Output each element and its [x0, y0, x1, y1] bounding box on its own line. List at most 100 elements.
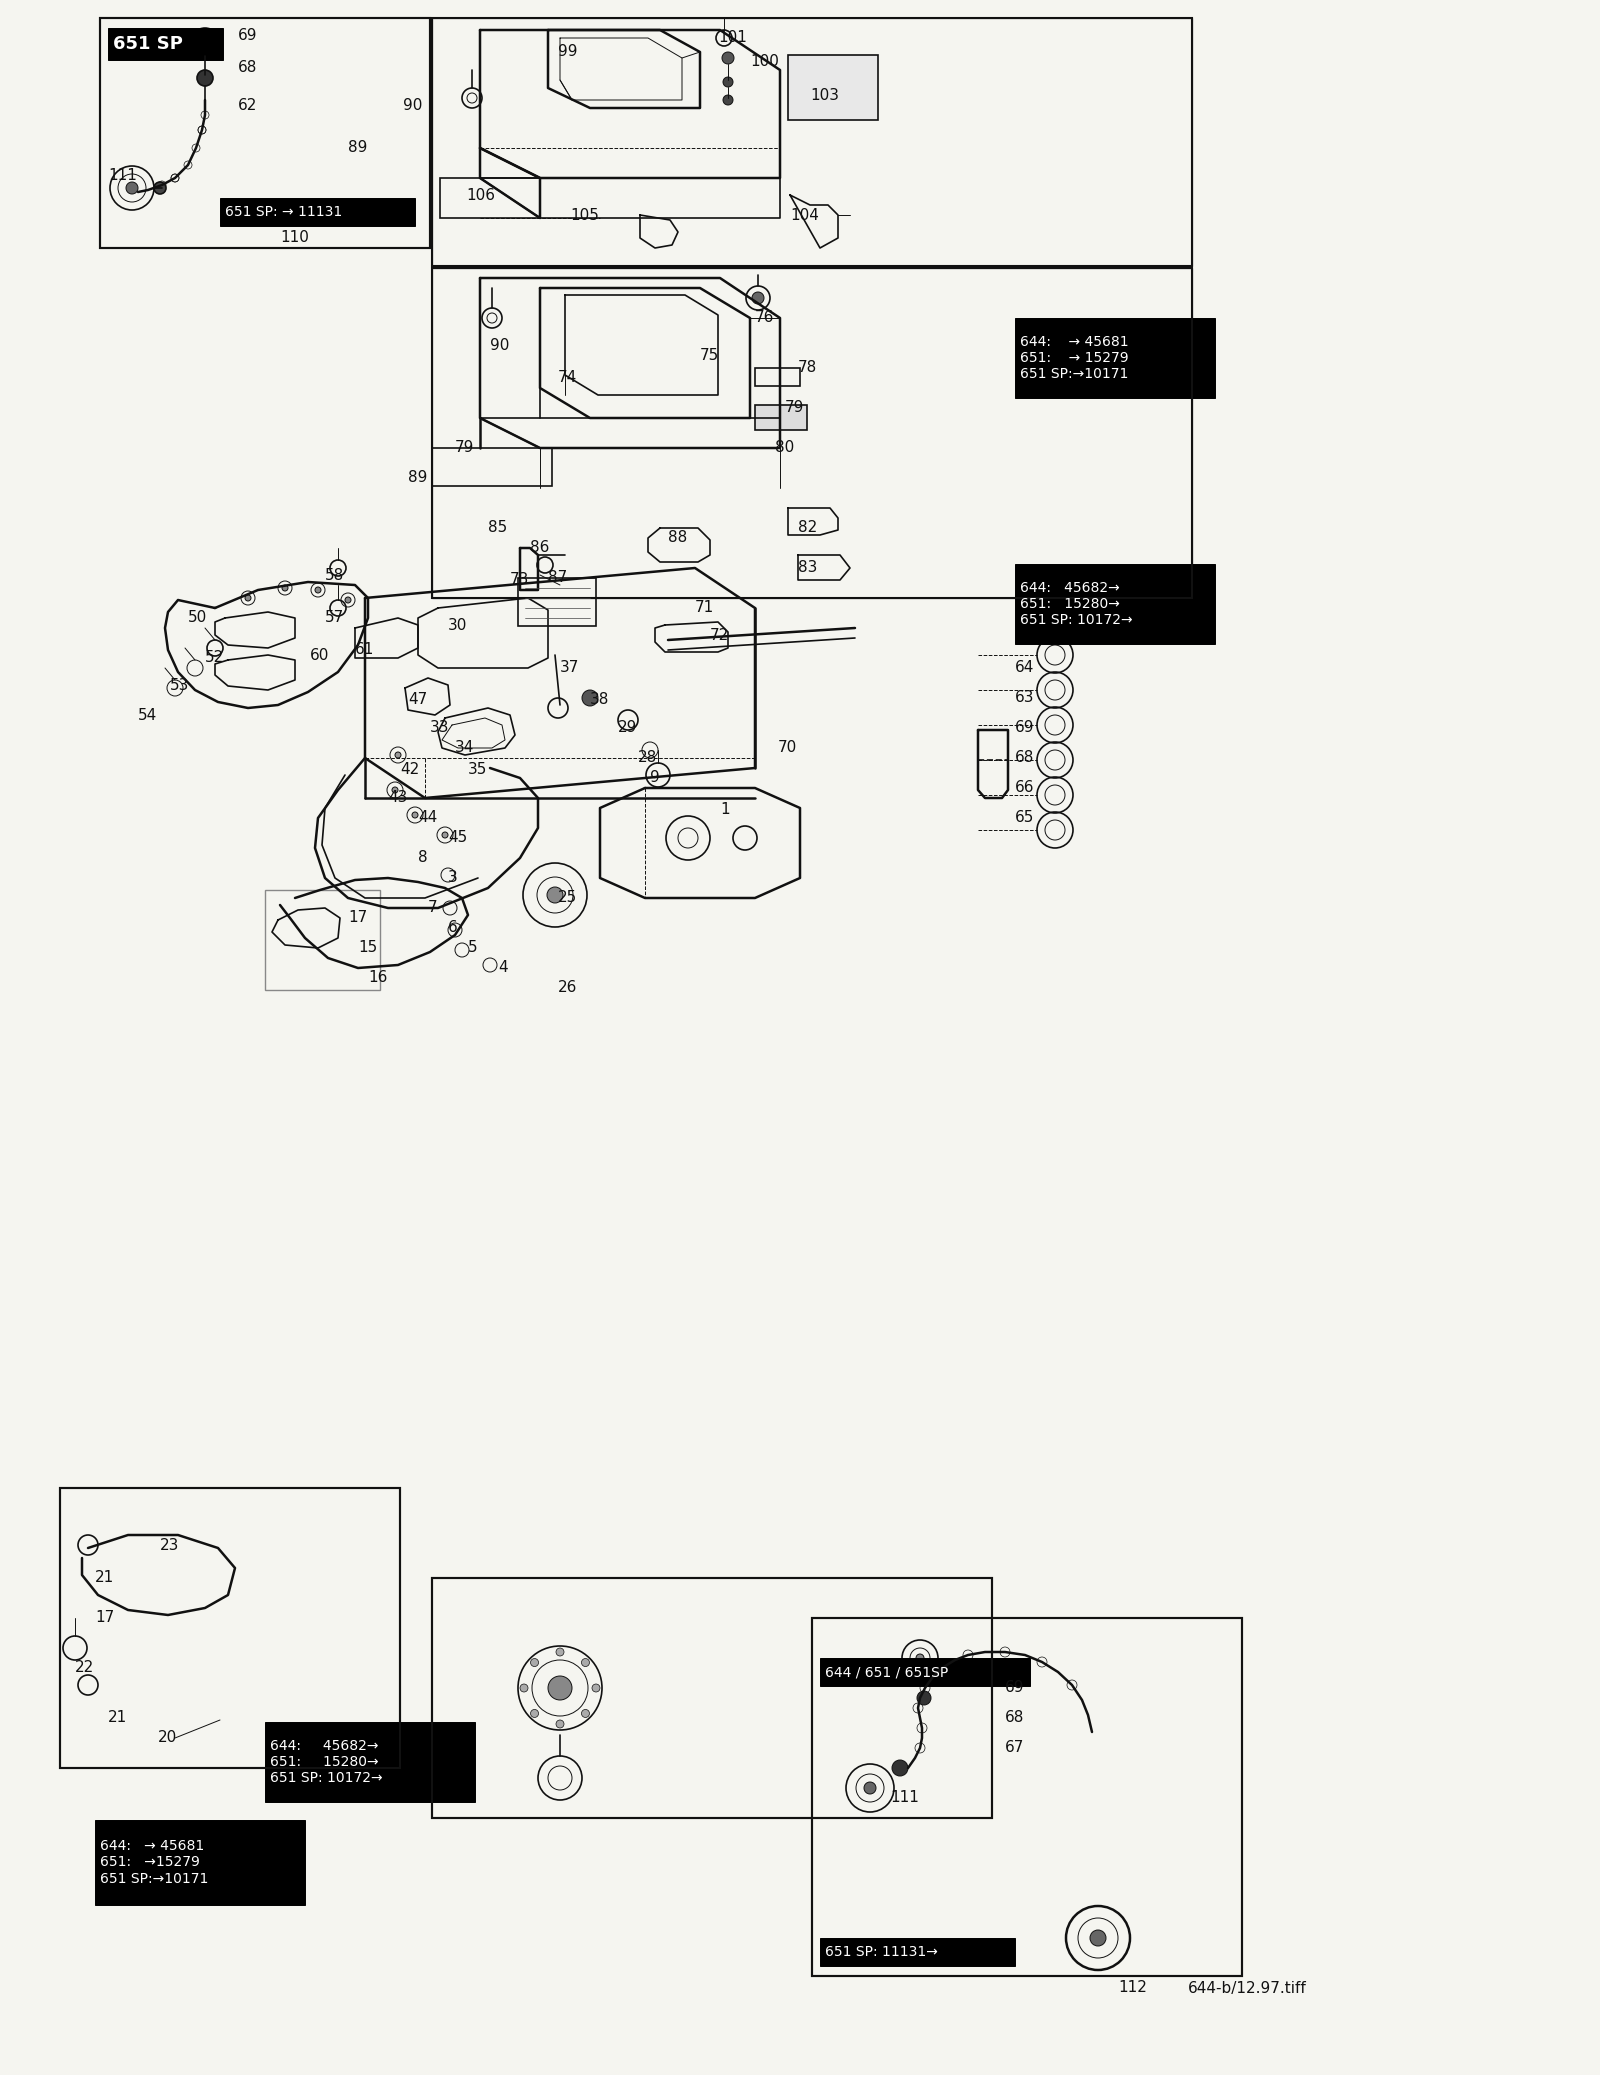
Text: 644-b/12.97.tiff: 644-b/12.97.tiff [1187, 1980, 1307, 1996]
Text: 35: 35 [467, 762, 488, 778]
Bar [813, 1618, 1242, 1975]
Text: 43: 43 [387, 791, 408, 805]
Text: 30: 30 [448, 618, 467, 633]
Text: 78: 78 [798, 361, 818, 376]
Text: 101: 101 [718, 31, 747, 46]
Text: 50: 50 [189, 610, 208, 625]
Text: 44: 44 [418, 811, 437, 826]
Text: 90: 90 [403, 98, 422, 112]
Circle shape [190, 27, 219, 56]
Bar [61, 1488, 400, 1768]
Text: 62: 62 [238, 98, 258, 112]
Text: 68: 68 [1005, 1710, 1024, 1726]
Circle shape [531, 1658, 539, 1666]
Bar [813, 1618, 1242, 1975]
Bar [787, 56, 878, 120]
Text: 5: 5 [467, 940, 478, 954]
Text: 105: 105 [570, 208, 598, 222]
Bar [99, 19, 430, 249]
Text: 63: 63 [1014, 691, 1035, 706]
Text: 47: 47 [408, 693, 427, 708]
Circle shape [392, 786, 398, 793]
Circle shape [723, 77, 733, 87]
Text: 9: 9 [650, 770, 659, 786]
Text: 42: 42 [400, 762, 419, 778]
Text: 15: 15 [358, 940, 378, 954]
Text: 86: 86 [530, 540, 549, 556]
Bar [94, 1820, 306, 1905]
Circle shape [395, 751, 402, 757]
Text: 89: 89 [349, 141, 368, 156]
Text: 644:   → 45681
651:   →15279
651 SP:→10171: 644: → 45681 651: →15279 651 SP:→10171 [99, 1838, 208, 1886]
Text: 38: 38 [590, 693, 610, 708]
Text: 4: 4 [498, 961, 507, 975]
Bar [432, 1577, 992, 1818]
Circle shape [864, 1782, 877, 1795]
Text: 17: 17 [94, 1610, 114, 1625]
Bar [432, 19, 1192, 266]
Text: 52: 52 [205, 649, 224, 666]
Text: 57: 57 [325, 610, 344, 625]
Text: 54: 54 [138, 708, 157, 722]
Circle shape [197, 71, 213, 85]
Bar [221, 197, 414, 226]
Bar [432, 268, 1192, 598]
Bar [109, 27, 222, 60]
Bar [432, 19, 1192, 266]
Text: 26: 26 [558, 981, 578, 996]
Text: 104: 104 [790, 208, 819, 222]
Text: 25: 25 [558, 890, 578, 905]
Text: 64: 64 [1014, 660, 1034, 676]
Text: 1: 1 [720, 803, 730, 818]
Text: 60: 60 [310, 647, 330, 662]
Text: 21: 21 [94, 1571, 114, 1585]
Bar [755, 405, 806, 430]
Circle shape [915, 1654, 925, 1662]
Circle shape [722, 52, 734, 64]
Circle shape [557, 1648, 563, 1656]
Circle shape [315, 587, 322, 593]
Text: 76: 76 [755, 311, 774, 326]
Text: 71: 71 [694, 600, 714, 616]
Text: 111: 111 [109, 168, 138, 183]
Text: 61: 61 [355, 643, 374, 658]
Text: 644 / 651 / 651SP: 644 / 651 / 651SP [826, 1664, 949, 1679]
Text: 89: 89 [408, 471, 427, 486]
Text: 80: 80 [774, 440, 794, 456]
Text: 85: 85 [488, 521, 507, 535]
Bar [432, 448, 552, 486]
Text: 90: 90 [490, 338, 509, 353]
Circle shape [1090, 1930, 1106, 1946]
Text: 66: 66 [1014, 780, 1035, 795]
Circle shape [547, 1677, 573, 1699]
Bar [440, 178, 541, 218]
Text: 74: 74 [558, 371, 578, 386]
Bar [1014, 564, 1214, 643]
Text: 83: 83 [798, 560, 818, 575]
Text: 16: 16 [368, 971, 387, 986]
Circle shape [582, 691, 598, 706]
Circle shape [581, 1658, 589, 1666]
Circle shape [197, 33, 213, 50]
Circle shape [154, 183, 166, 193]
Text: 69: 69 [238, 29, 258, 44]
Text: 651 SP: 11131→: 651 SP: 11131→ [826, 1944, 938, 1959]
Circle shape [520, 1685, 528, 1691]
Text: 75: 75 [701, 347, 720, 363]
Circle shape [245, 596, 251, 602]
Text: 67: 67 [1005, 1741, 1024, 1755]
Bar [819, 1938, 1014, 1965]
Text: 37: 37 [560, 660, 579, 676]
Text: 7: 7 [429, 901, 438, 915]
Circle shape [723, 95, 733, 106]
Text: 21: 21 [109, 1710, 128, 1726]
Text: 72: 72 [710, 627, 730, 643]
Text: 68: 68 [1014, 751, 1034, 766]
Text: 73: 73 [510, 573, 530, 587]
Text: 99: 99 [558, 44, 578, 60]
Bar [99, 19, 430, 249]
Text: 651 SP: 651 SP [114, 35, 182, 54]
Text: 34: 34 [454, 741, 474, 755]
Text: 58: 58 [325, 566, 344, 583]
Bar [819, 1658, 1030, 1687]
